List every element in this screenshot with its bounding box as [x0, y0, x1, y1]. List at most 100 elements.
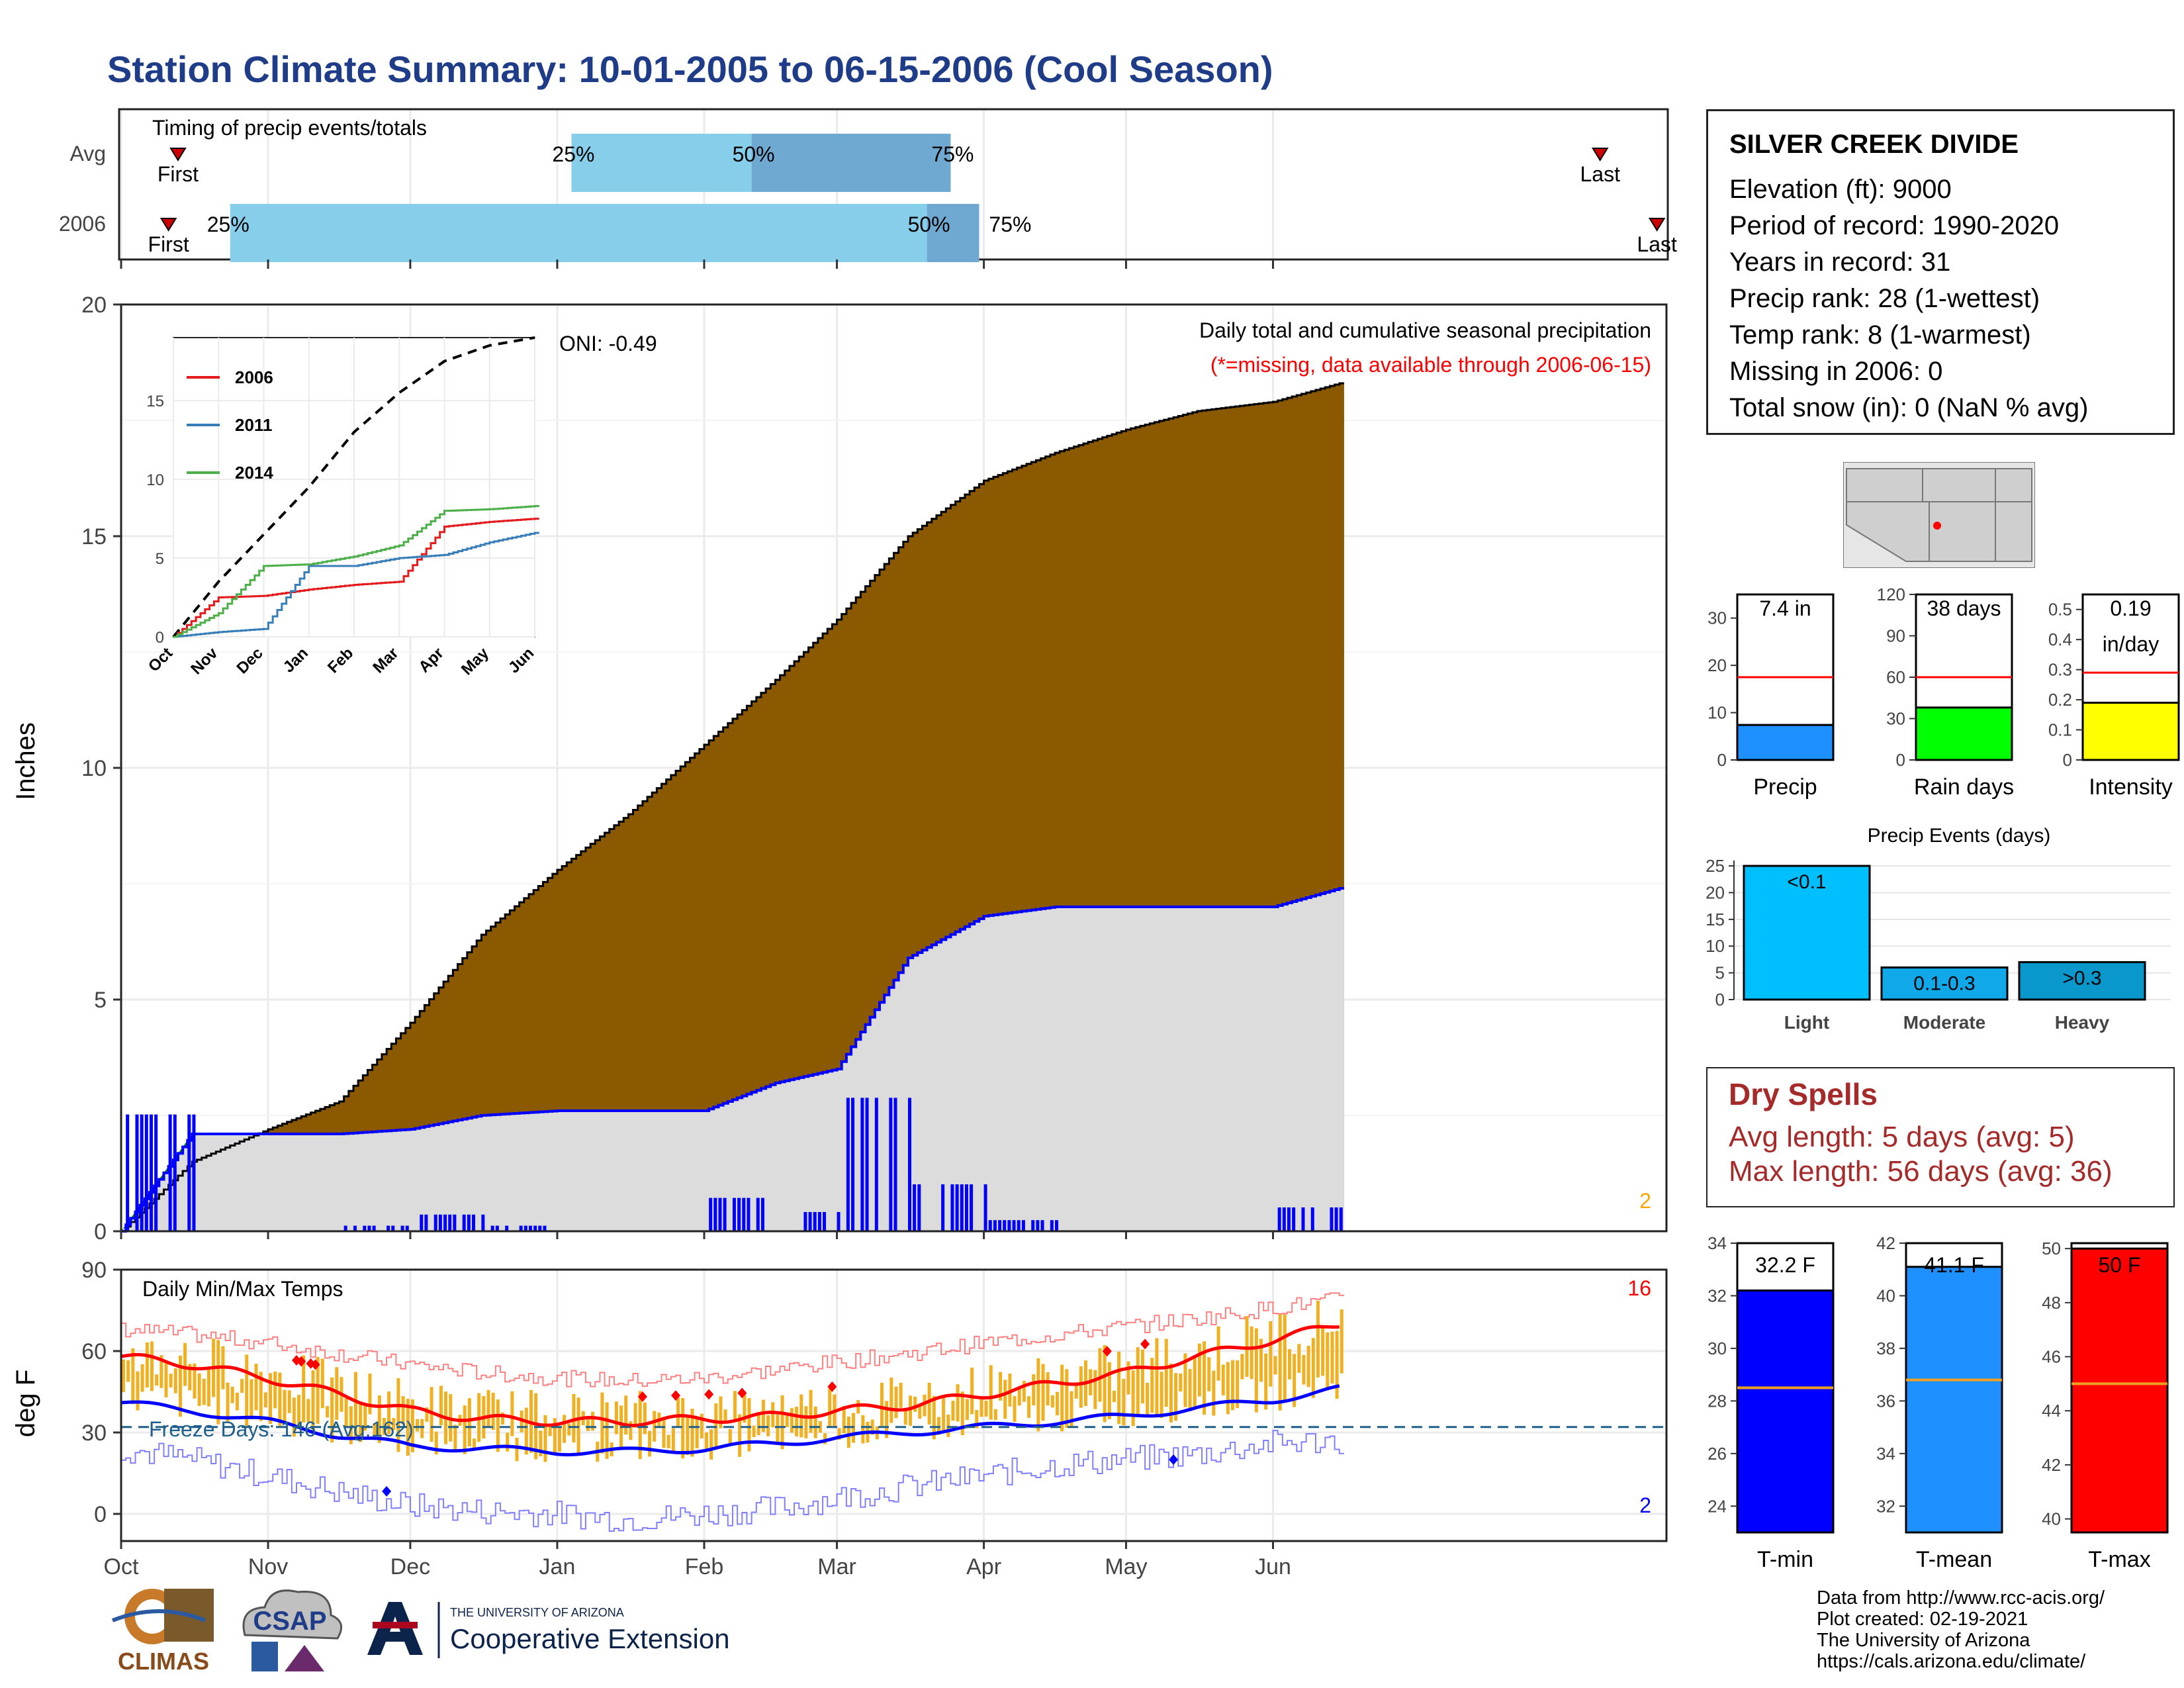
- daily-temp-range-bar: [600, 1392, 604, 1454]
- daily-temp-range-bar: [1302, 1354, 1306, 1385]
- daily-temp-range-bar: [1065, 1369, 1069, 1429]
- inset-xtick-label: May: [458, 644, 493, 679]
- daily-temp-range-bar: [283, 1389, 287, 1422]
- tgauge-ytick-label: 26: [1707, 1444, 1727, 1464]
- precip-ytick-label: 20: [81, 293, 107, 318]
- timing-event-label: Last: [1580, 162, 1620, 186]
- daily-temp-range-bar: [263, 1392, 267, 1408]
- daily-temp-range-bar: [1017, 1389, 1021, 1406]
- tgauge-value-text: 41.1 F: [1924, 1253, 1984, 1277]
- daily-precip-bar: [168, 1114, 172, 1231]
- daily-temp-range-bar: [197, 1373, 201, 1406]
- daily-temp-range-bar: [392, 1418, 396, 1430]
- daily-temp-range-bar: [1155, 1338, 1159, 1417]
- record-min-line: [121, 1430, 1344, 1532]
- daily-temp-range-bar: [671, 1428, 675, 1452]
- inset-legend-label: 2011: [235, 415, 272, 435]
- daily-temp-range-bar: [311, 1370, 315, 1431]
- timing-event-label: First: [158, 162, 199, 186]
- daily-temp-range-bar: [1126, 1361, 1130, 1395]
- avg-cumulative-line: [121, 382, 1344, 1233]
- daily-temp-range-bar: [771, 1402, 775, 1428]
- daily-temp-range-bar: [861, 1415, 865, 1444]
- daily-temp-range-bar: [553, 1418, 557, 1453]
- daily-temp-range-bar: [453, 1425, 457, 1451]
- daily-temp-range-bar: [1169, 1364, 1173, 1423]
- daily-precip-bar: [538, 1225, 542, 1231]
- daily-temp-range-bar: [126, 1360, 130, 1382]
- events-bar-Heavy: [2018, 961, 2146, 1001]
- daily-temp-range-bar: [1131, 1370, 1135, 1427]
- daily-precip-bar: [391, 1225, 395, 1231]
- daily-temp-range-bar: [1203, 1341, 1206, 1415]
- gauge-ytick-label: 0: [1717, 750, 1727, 770]
- timing-percent-label: 25%: [207, 212, 250, 236]
- daily-temp-range-bar: [254, 1364, 258, 1411]
- events-bar-Light: [1743, 865, 1871, 1001]
- tgauge-ytick-label: 40: [1876, 1286, 1895, 1305]
- inset-legend-label: 2014: [235, 463, 273, 483]
- daily-temp-range-bar: [1330, 1331, 1334, 1383]
- daily-precip-bar: [742, 1197, 746, 1231]
- daily-precip-bar: [367, 1225, 371, 1231]
- daily-temp-range-bar: [543, 1415, 547, 1462]
- daily-precip-bar: [803, 1211, 807, 1231]
- daily-precip-bar: [495, 1225, 499, 1231]
- temp-gauges: 32.2 F 24 26 28 30 32 34 T-min 41.1 F 32 34 36 38 40 4…: [1707, 1233, 2169, 1572]
- dry-spells-title: Dry Spells: [1729, 1077, 1878, 1111]
- daily-temp-range-bar: [1283, 1314, 1287, 1403]
- daily-temp-range-bar: [1207, 1357, 1211, 1391]
- daily-precip-bar: [960, 1184, 964, 1231]
- temp-xtick-label: Apr: [966, 1554, 1001, 1579]
- daily-temp-range-bar: [292, 1397, 296, 1437]
- timing-row-label-2006: 2006: [59, 212, 106, 236]
- daily-temp-range-bar: [1050, 1395, 1054, 1408]
- daily-temp-range-bar: [1316, 1301, 1320, 1378]
- daily-temp-range-bar: [1287, 1349, 1291, 1380]
- events-bar-text: 0.1-0.3: [1913, 973, 1975, 995]
- daily-temp-range-bar: [240, 1379, 244, 1393]
- daily-precip-bar: [505, 1225, 509, 1231]
- daily-temp-range-bar: [515, 1437, 519, 1462]
- daily-precip-bar: [481, 1214, 485, 1231]
- record-high-marker: [827, 1381, 837, 1392]
- daily-precip-bar: [187, 1114, 191, 1231]
- gauge-ytick-label: 0: [2063, 750, 2072, 770]
- daily-temp-range-bar: [368, 1374, 372, 1415]
- temp-ylabel: deg F: [11, 1370, 40, 1437]
- daily-temp-range-bar: [942, 1397, 946, 1430]
- inset-xtick-label: Apr: [415, 644, 447, 676]
- daily-temp-range-bar: [624, 1395, 628, 1435]
- daily-temp-range-bar: [993, 1409, 997, 1421]
- inset-xtick-label: Oct: [145, 644, 176, 675]
- daily-precip-bar: [1017, 1220, 1021, 1231]
- gauge-value-text: 38 days: [1927, 596, 2001, 620]
- timing-bar-25-50: [571, 134, 752, 192]
- timing-event-marker: [1591, 148, 1609, 162]
- daily-temp-range-bar: [870, 1419, 874, 1435]
- daily-precip-bar: [154, 1114, 158, 1231]
- events-bar-text: >0.3: [2062, 967, 2101, 989]
- gauge-value-text2: in/day: [2103, 632, 2159, 656]
- daily-precip-bar: [817, 1211, 821, 1231]
- daily-temp-range-bar: [1079, 1366, 1083, 1408]
- daily-precip-bar: [808, 1211, 812, 1231]
- tgauge-ytick-label: 50: [2042, 1239, 2061, 1258]
- daily-temp-range-bar: [648, 1430, 652, 1457]
- daily-temp-range-bar: [491, 1392, 495, 1430]
- gauge-ytick-label: 90: [1886, 626, 1905, 646]
- station-missing: Missing in 2006: 0: [1729, 357, 1943, 386]
- timing-marks: 25% 50% 75% First Last 25% 50% 75% First Last: [148, 134, 1677, 262]
- daily-temp-range-bar: [818, 1421, 822, 1433]
- tgauge-ytick-label: 36: [1876, 1391, 1895, 1411]
- events-ytick-label: 15: [1706, 910, 1725, 929]
- daily-precip-bar: [1007, 1220, 1011, 1231]
- daily-temp-range-bar: [269, 1373, 273, 1425]
- daily-temp-range-bar: [1103, 1344, 1107, 1423]
- daily-temp-range-bar: [700, 1413, 704, 1438]
- daily-temp-range-bar: [738, 1414, 742, 1457]
- daily-temp-range-bar: [349, 1406, 353, 1444]
- daily-temp-range-bar: [686, 1416, 690, 1455]
- daily-temp-range-bar: [899, 1382, 903, 1408]
